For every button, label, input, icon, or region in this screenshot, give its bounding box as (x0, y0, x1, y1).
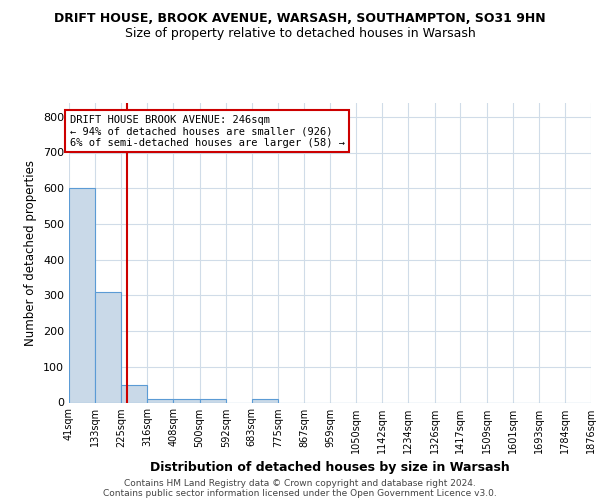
Text: DRIFT HOUSE BROOK AVENUE: 246sqm
← 94% of detached houses are smaller (926)
6% o: DRIFT HOUSE BROOK AVENUE: 246sqm ← 94% o… (70, 114, 344, 148)
Bar (200, 399, 226, 402)
Text: Contains public sector information licensed under the Open Government Licence v3: Contains public sector information licen… (103, 488, 497, 498)
Bar (173, 399, 200, 402)
X-axis label: Distribution of detached houses by size in Warsash: Distribution of detached houses by size … (150, 461, 510, 474)
Text: Size of property relative to detached houses in Warsash: Size of property relative to detached ho… (125, 28, 475, 40)
Text: DRIFT HOUSE, BROOK AVENUE, WARSASH, SOUTHAMPTON, SO31 9HN: DRIFT HOUSE, BROOK AVENUE, WARSASH, SOUT… (54, 12, 546, 26)
Bar (251, 399, 278, 402)
Bar (69, 188, 95, 402)
Bar (121, 384, 147, 402)
Text: Contains HM Land Registry data © Crown copyright and database right 2024.: Contains HM Land Registry data © Crown c… (124, 478, 476, 488)
Bar (147, 399, 173, 402)
Bar (95, 292, 121, 403)
Y-axis label: Number of detached properties: Number of detached properties (25, 160, 37, 346)
